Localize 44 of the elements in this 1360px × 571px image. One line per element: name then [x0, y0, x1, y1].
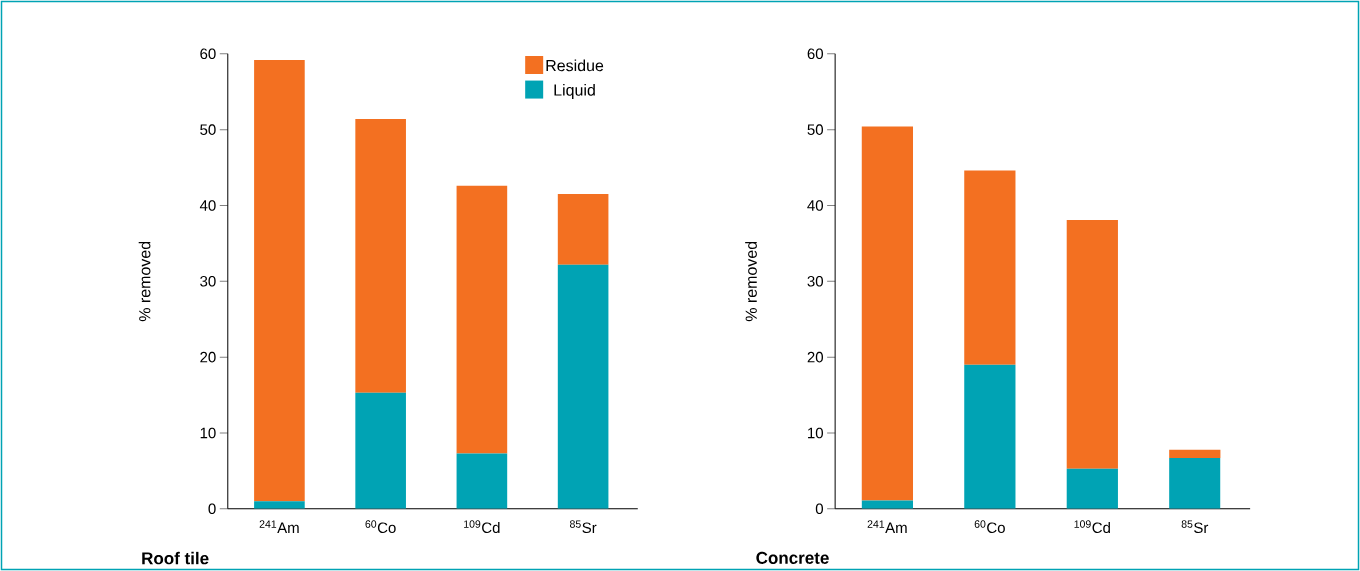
bar — [964, 170, 1016, 365]
y-axis-title: % removed — [138, 241, 151, 322]
y-tick-label: 40 — [199, 200, 216, 211]
y-tick-label: 50 — [807, 124, 823, 135]
bar — [1066, 468, 1118, 509]
y-tick-label: 10 — [200, 427, 216, 439]
legend-label: Residue — [546, 59, 604, 72]
y-tick-label: 0 — [208, 503, 216, 515]
bar — [355, 392, 406, 509]
y-tick-label: 40 — [807, 200, 823, 211]
x-tick-label: $^{60}$Co — [974, 520, 1005, 534]
bar — [254, 59, 305, 502]
bar — [557, 194, 609, 265]
y-tick-label: 30 — [200, 276, 216, 287]
x-tick-label: $^{60}$Co — [365, 520, 396, 534]
x-tick-label: $^{85}$Sr — [569, 520, 597, 534]
bar — [456, 453, 508, 509]
x-tick-label: $^{241}$Am — [867, 520, 907, 533]
bar — [1066, 219, 1118, 469]
x-tick-label: $^{109}$Cd — [464, 520, 500, 534]
legend-label: Liquid — [554, 84, 595, 99]
text: Roof tile — [142, 551, 209, 565]
bar — [964, 364, 1016, 509]
y-tick-label: 30 — [807, 276, 823, 287]
y-tick-label: 50 — [200, 124, 216, 135]
y-tick-label: 20 — [200, 351, 216, 363]
text: Concrete — [756, 551, 829, 564]
bar — [1169, 449, 1221, 459]
y-tick-label: 60 — [200, 48, 216, 60]
x-tick-label: $^{109}$Cd — [1074, 520, 1110, 534]
y-axis-title: % removed — [745, 241, 757, 322]
y-tick-label: 60 — [807, 48, 823, 60]
y-tick-label: 10 — [808, 427, 823, 439]
x-tick-label: $^{241}$Am — [259, 520, 299, 533]
bar — [254, 501, 305, 509]
x-tick-label: $^{85}$Sr — [1181, 520, 1209, 534]
bar — [456, 185, 508, 454]
y-tick-label: 0 — [815, 503, 823, 515]
bar — [1169, 458, 1221, 509]
bar — [861, 126, 914, 501]
bar — [355, 119, 406, 393]
bar — [557, 264, 609, 509]
y-tick-label: 20 — [807, 351, 823, 363]
bar — [861, 500, 914, 509]
